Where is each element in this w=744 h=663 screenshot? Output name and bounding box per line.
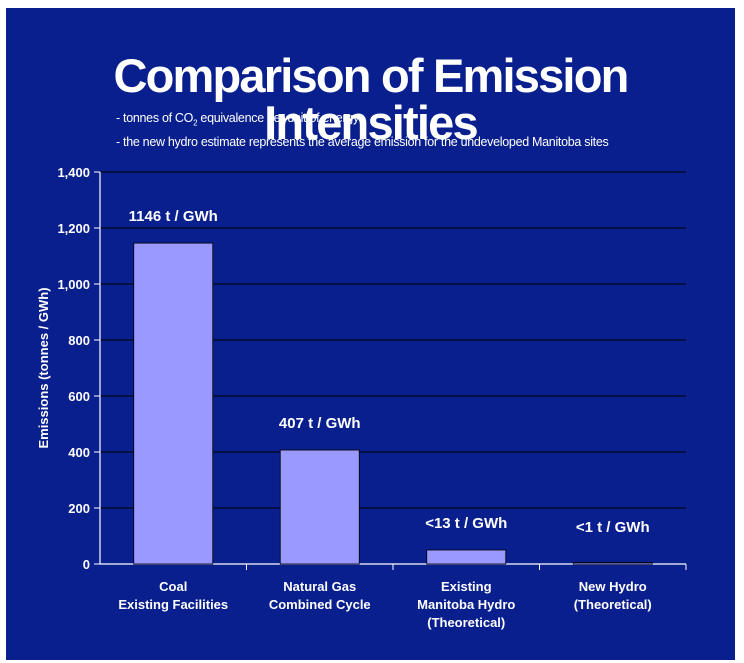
x-category-label: New Hydro — [579, 579, 647, 594]
bar-chart: 0 200 400 600 800 1,000 1,200 1,400 Emissions (t… — [36, 165, 687, 630]
y-axis-label: Emissions (tonnes / GWh) — [36, 287, 51, 448]
x-category-label: Coal — [159, 579, 187, 594]
note-line-1-prefix: - tonnes of CO — [116, 111, 194, 125]
bar — [426, 549, 507, 565]
y-tick-label: 1,000 — [57, 277, 90, 292]
y-tick-label: 0 — [83, 557, 90, 572]
note-line-1-suffix: equivalence per unit of energy — [197, 111, 359, 125]
data-label: 1146 t / GWh — [129, 208, 218, 225]
x-category-label: Existing — [441, 579, 492, 594]
x-category-label: Existing Facilities — [118, 597, 228, 612]
y-tick-label: 1,400 — [57, 165, 90, 180]
y-tick-label: 400 — [68, 445, 90, 460]
data-label: 407 t / GWh — [279, 415, 361, 432]
data-label: <13 t / GWh — [425, 515, 507, 532]
x-category-label: Manitoba Hydro — [417, 597, 515, 612]
bar — [572, 562, 653, 565]
y-tick-label: 600 — [68, 389, 90, 404]
y-tick-label: 800 — [68, 333, 90, 348]
x-category-label: (Theoretical) — [427, 615, 505, 630]
chart-title: Comparison of Emission Intensities — [113, 49, 629, 149]
x-category-label: (Theoretical) — [574, 597, 652, 612]
subtitle-notes: - tonnes of CO2 equivalence per unit of … — [116, 109, 609, 152]
x-category-label: Natural Gas — [283, 579, 356, 594]
y-tick-label: 1,200 — [57, 221, 90, 236]
data-label: <1 t / GWh — [576, 519, 650, 536]
note-line-1-subscript: 2 — [193, 118, 198, 128]
bar — [133, 242, 214, 565]
note-line-1: - tonnes of CO2 equivalence per unit of … — [116, 109, 608, 133]
note-line-2: - the new hydro estimate represents the … — [116, 134, 609, 149]
y-tick-label: 200 — [68, 501, 90, 516]
x-category-label: Combined Cycle — [269, 597, 371, 612]
bar — [279, 449, 360, 565]
slide: Comparison of Emission Intensities - ton… — [6, 8, 735, 660]
